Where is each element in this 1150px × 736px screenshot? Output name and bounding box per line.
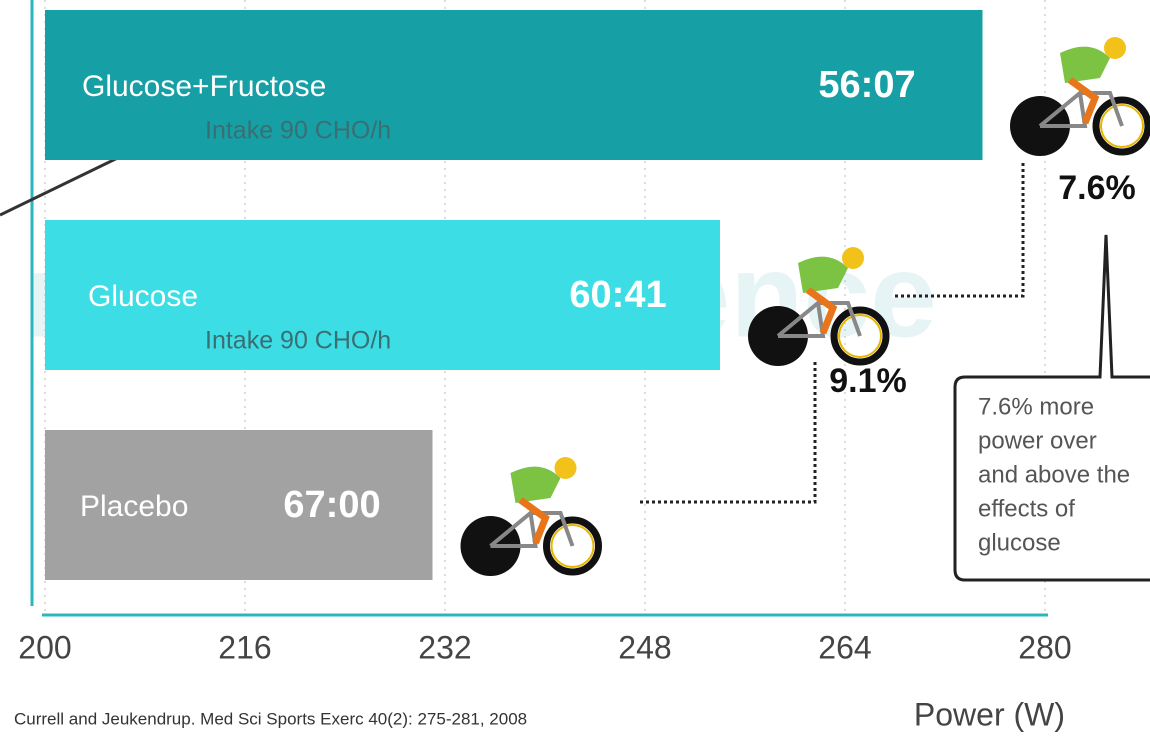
x-tick-label: 280 <box>1018 629 1071 665</box>
body <box>511 467 561 503</box>
x-axis-label: Power (W) <box>914 696 1065 732</box>
cyclist-icon <box>1010 37 1148 156</box>
bar-intake: Intake 90 CHO/h <box>205 327 391 355</box>
bar-time: 60:41 <box>569 274 666 316</box>
x-tick-label: 200 <box>18 629 71 665</box>
bar-category: Glucose <box>88 280 198 313</box>
body <box>1060 47 1110 83</box>
note-line: power over <box>978 427 1097 454</box>
bar-category: Glucose+Fructose <box>82 70 326 103</box>
helmet <box>842 247 864 269</box>
cyclist-icon <box>461 457 599 576</box>
x-tick-label: 248 <box>618 629 671 665</box>
bar-intake: Intake 90 CHO/h <box>205 117 391 145</box>
bar-category: Placebo <box>80 490 188 523</box>
note-line: glucose <box>978 529 1061 556</box>
connector <box>640 362 815 502</box>
bar-time: 56:07 <box>818 64 915 106</box>
improvement-label: 9.1% <box>829 362 907 400</box>
source: Currell and Jeukendrup. Med Sci Sports E… <box>14 709 527 728</box>
note-line: effects of <box>978 495 1075 522</box>
helmet <box>555 457 577 479</box>
helmet <box>1104 37 1126 59</box>
improvement-label: 7.6% <box>1058 169 1136 207</box>
x-tick-label: 216 <box>218 629 271 665</box>
bar-time: 67:00 <box>283 484 380 526</box>
note-line: and above the <box>978 461 1130 488</box>
x-tick-label: 232 <box>418 629 471 665</box>
page: mysportscience Power (W) Currell and Jeu… <box>0 0 1150 736</box>
chart: mysportscience Power (W) Currell and Jeu… <box>0 0 1150 736</box>
note-line: 7.6% more <box>978 393 1094 420</box>
x-tick-label: 264 <box>818 629 871 665</box>
